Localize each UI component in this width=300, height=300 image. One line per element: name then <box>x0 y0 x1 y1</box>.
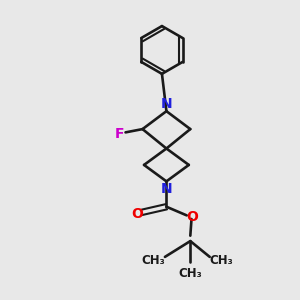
Text: O: O <box>186 210 198 224</box>
Text: F: F <box>115 127 124 141</box>
Text: N: N <box>161 97 173 111</box>
Text: CH₃: CH₃ <box>141 254 165 267</box>
Text: O: O <box>131 207 143 221</box>
Text: CH₃: CH₃ <box>210 254 233 267</box>
Text: CH₃: CH₃ <box>178 267 202 280</box>
Text: N: N <box>160 182 172 196</box>
